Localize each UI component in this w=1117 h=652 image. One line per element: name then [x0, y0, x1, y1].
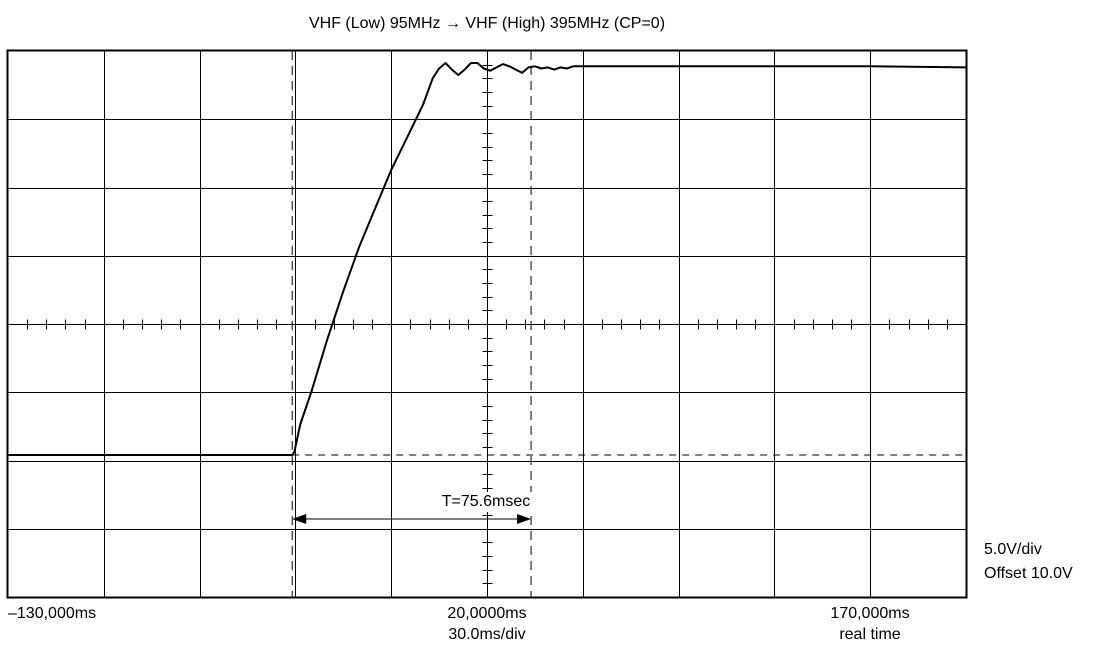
measurement-arrowhead-right: [517, 514, 532, 524]
acquisition-mode: real time: [839, 626, 901, 643]
x-tick-center: 20,0000ms: [447, 605, 527, 622]
offset-label: Offset 10.0V: [984, 565, 1073, 582]
x-tick-right: 170,000ms: [830, 605, 910, 622]
chart-title: VHF (Low) 95MHz → VHF (High) 395MHz (CP=…: [308, 15, 666, 32]
signal-trace: [8, 62, 967, 456]
grid: [8, 51, 966, 597]
plot-frame: [6, 49, 968, 599]
x-tick-left: –130,000ms: [8, 605, 97, 622]
measurement-arrow: [292, 514, 532, 524]
measurement-arrowhead-left: [292, 514, 307, 524]
time-per-div: 30.0ms/div: [448, 626, 526, 643]
volts-per-div: 5.0V/div: [984, 541, 1042, 558]
measurement-label: T=75.6msec: [437, 492, 535, 512]
